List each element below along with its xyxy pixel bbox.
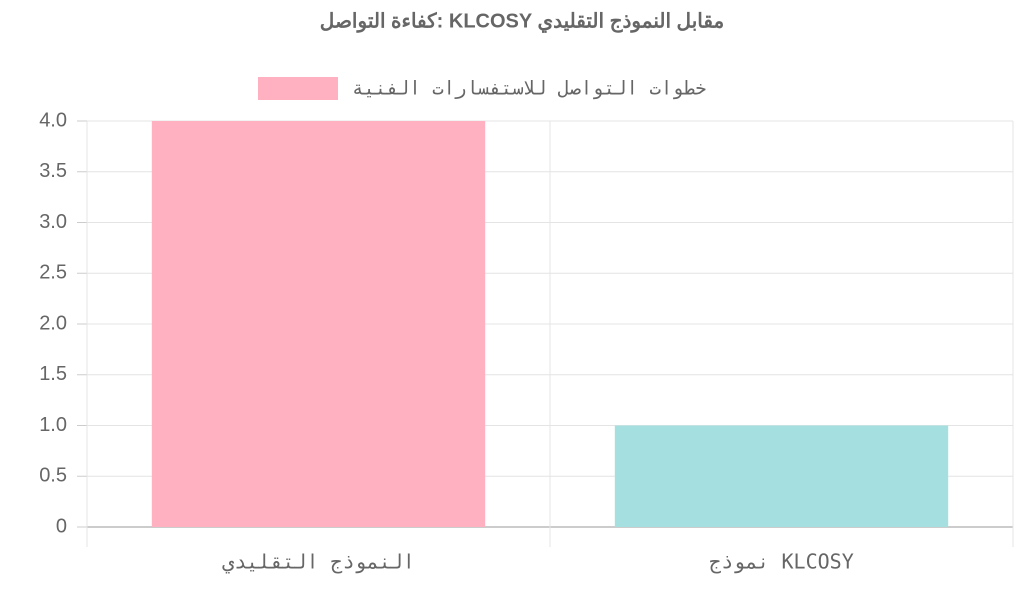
x-tick-label: نموذج KLCOSY <box>709 550 854 574</box>
legend-swatch <box>258 77 338 100</box>
y-tick-label: 3.5 <box>39 160 67 182</box>
legend-label: خطوات التواصل للاستفسارات الفنية <box>352 78 707 100</box>
y-tick-label: 2.5 <box>39 262 67 284</box>
y-tick-label: 4.0 <box>39 109 67 131</box>
bar <box>151 121 486 527</box>
y-tick-label: 1.0 <box>39 414 67 436</box>
y-tick-label: 2.0 <box>39 312 67 334</box>
x-tick-label: النموذج التقليدي <box>222 550 415 575</box>
bar <box>614 425 949 527</box>
y-tick-label: 3.0 <box>39 211 67 233</box>
chart-title: كفاءة التواصل: KLCOSY مقابل النموذج التق… <box>320 10 724 33</box>
y-tick-label: 0 <box>56 515 67 537</box>
y-tick-label: 0.5 <box>39 465 67 487</box>
y-tick-label: 1.5 <box>39 363 67 385</box>
